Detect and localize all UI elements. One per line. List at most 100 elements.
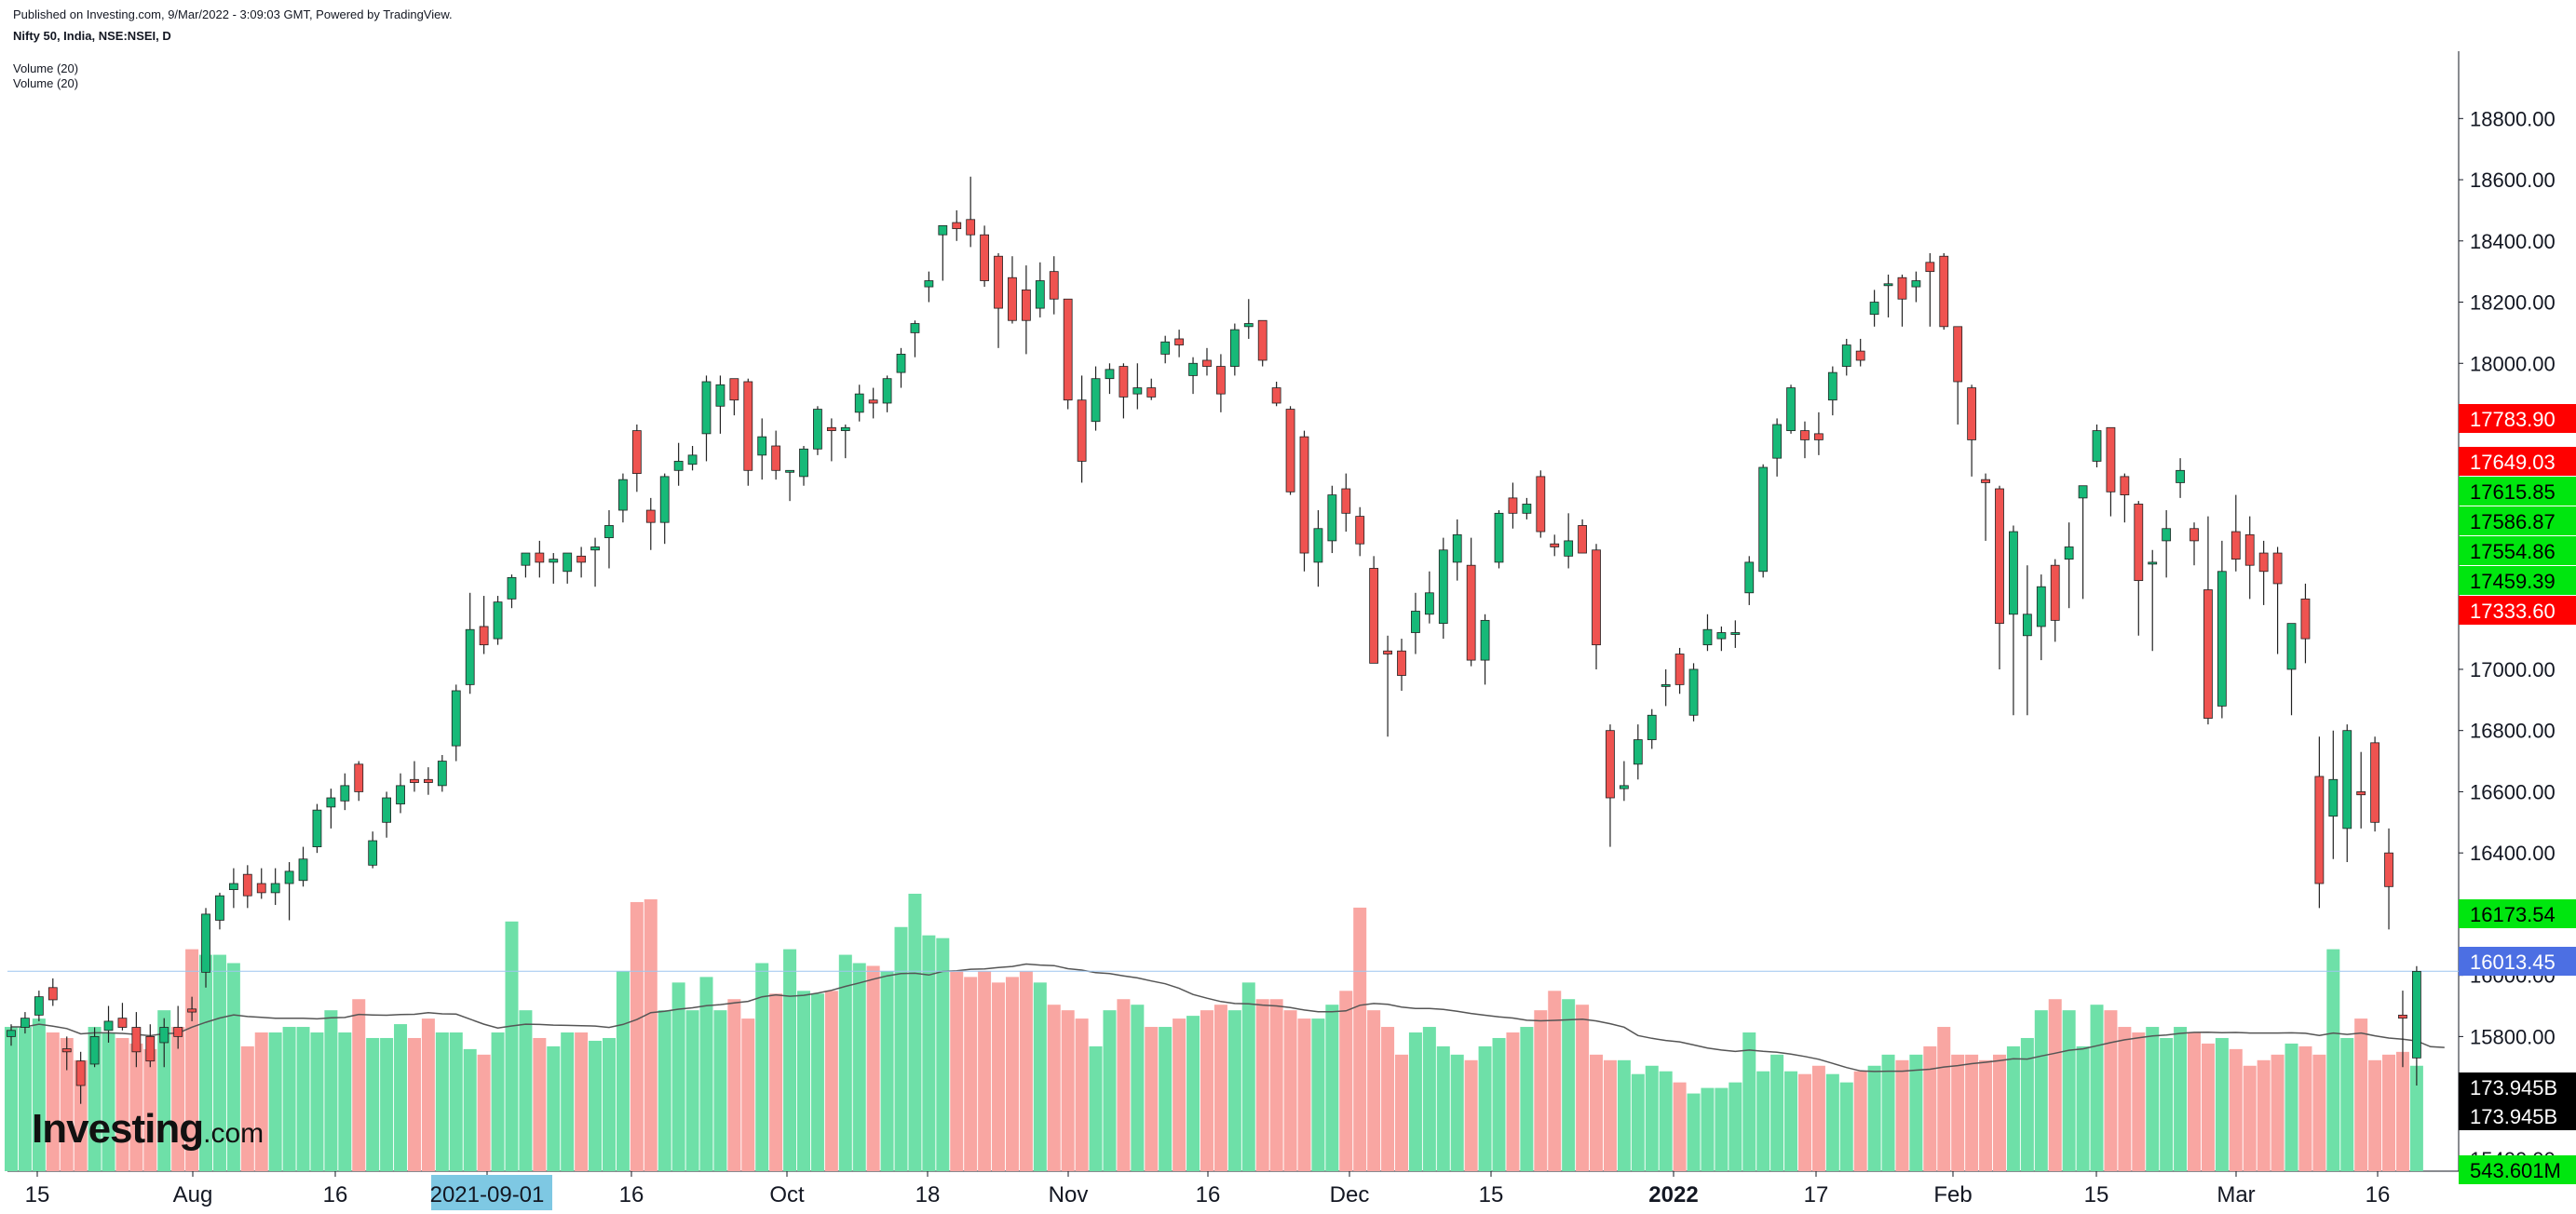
candle-body[interactable] (1925, 262, 1935, 273)
candle-body[interactable] (1452, 533, 1462, 563)
candle-body[interactable] (645, 509, 656, 523)
candle-body[interactable] (1772, 424, 1783, 459)
candle-body[interactable] (2356, 791, 2366, 796)
candle-body[interactable] (1008, 277, 1017, 321)
candle-body[interactable] (382, 797, 392, 823)
candle-body[interactable] (535, 552, 545, 563)
candle-body[interactable] (1049, 271, 1059, 300)
candle-body[interactable] (1883, 283, 1893, 287)
candle-body[interactable] (1494, 512, 1504, 563)
candle-body[interactable] (1953, 326, 1963, 383)
candle-body[interactable] (1619, 785, 1629, 789)
candle-body[interactable] (479, 626, 489, 646)
candle-body[interactable] (2022, 614, 2032, 637)
candle-body[interactable] (1967, 387, 1977, 440)
candle-body[interactable] (521, 552, 531, 566)
candle-body[interactable] (785, 469, 794, 473)
candle-body[interactable] (1229, 329, 1240, 367)
candle-body[interactable] (1091, 378, 1101, 423)
candle-body[interactable] (1522, 504, 1532, 514)
candle-body[interactable] (826, 426, 836, 431)
candle-body[interactable] (2134, 504, 2144, 582)
candle-body[interactable] (2300, 598, 2311, 640)
candle-body[interactable] (326, 797, 336, 808)
candle-body[interactable] (1202, 359, 1212, 367)
candle-body[interactable] (618, 479, 628, 511)
candle-body[interactable] (340, 785, 350, 802)
candle-body[interactable] (1758, 466, 1769, 573)
candle-body[interactable] (451, 690, 461, 747)
candle-body[interactable] (1313, 528, 1323, 563)
candle-body[interactable] (868, 399, 878, 404)
candle-body[interactable] (673, 461, 684, 471)
candle-body[interactable] (1327, 494, 1337, 542)
candle-body[interactable] (1383, 650, 1392, 654)
candle-body[interactable] (2050, 564, 2060, 621)
candle-body[interactable] (2036, 586, 2046, 627)
candle-body[interactable] (1105, 369, 1115, 380)
candle-body[interactable] (2092, 430, 2102, 462)
candle-body[interactable] (1730, 632, 1741, 635)
candle-body[interactable] (2314, 776, 2325, 884)
candle-body[interactable] (1841, 344, 1851, 367)
candle-body[interactable] (2009, 531, 2018, 615)
volume-indicator-label[interactable]: Volume (20) (13, 76, 79, 90)
candle-body[interactable] (215, 895, 224, 921)
candle-body[interactable] (465, 628, 475, 685)
candle-body[interactable] (1257, 319, 1268, 361)
candle-body[interactable] (994, 255, 1003, 309)
candle-body[interactable] (1550, 543, 1560, 547)
candle-body[interactable] (813, 409, 822, 450)
candle-body[interactable] (1633, 739, 1643, 765)
candle-body[interactable] (1132, 387, 1143, 395)
candle-body[interactable] (1146, 387, 1157, 398)
candle-body[interactable] (423, 778, 433, 783)
candle-body[interactable] (354, 763, 364, 792)
candle-body[interactable] (2286, 623, 2297, 670)
candle-body[interactable] (659, 476, 670, 523)
candle-body[interactable] (799, 448, 808, 478)
candle-body[interactable] (1647, 714, 1657, 740)
candle-body[interactable] (1188, 362, 1198, 376)
candle-body[interactable] (1216, 366, 1226, 395)
candle-body[interactable] (1716, 632, 1727, 640)
candle-body[interactable] (131, 1027, 142, 1053)
candle-body[interactable] (2258, 552, 2269, 573)
candle-body[interactable] (493, 601, 503, 640)
candle-body[interactable] (1397, 650, 1406, 676)
candle-body[interactable] (854, 393, 864, 413)
candle-body[interactable] (2064, 546, 2074, 560)
candle-body[interactable] (1355, 516, 1365, 545)
candle-body[interactable] (1160, 341, 1171, 355)
candle-body[interactable] (145, 1035, 156, 1062)
candle-body[interactable] (2230, 531, 2241, 560)
candle-body[interactable] (173, 1027, 183, 1037)
candle-body[interactable] (1981, 479, 1990, 483)
candle-body[interactable] (2203, 589, 2213, 719)
candle-body[interactable] (1564, 540, 1574, 557)
candle-body[interactable] (1299, 436, 1309, 554)
candle-body[interactable] (1119, 366, 1129, 398)
candle-body[interactable] (563, 552, 573, 573)
candle-body[interactable] (187, 1008, 197, 1013)
candle-body[interactable] (1661, 683, 1671, 687)
candle-body[interactable] (1508, 497, 1518, 514)
candle-body[interactable] (1035, 280, 1045, 309)
candle-body[interactable] (687, 454, 698, 465)
candle-body[interactable] (47, 987, 58, 1001)
candle-body[interactable] (242, 873, 252, 897)
candle-body[interactable] (61, 1048, 72, 1053)
candle-body[interactable] (2148, 561, 2158, 565)
candle-body[interactable] (1063, 298, 1073, 401)
candle-body[interactable] (966, 219, 976, 236)
candle-body[interactable] (1897, 277, 1907, 300)
candle-body[interactable] (549, 559, 559, 563)
candle-body[interactable] (7, 1030, 16, 1037)
candle-body[interactable] (312, 809, 322, 847)
candle-body[interactable] (1438, 549, 1448, 625)
candle-body[interactable] (882, 378, 892, 404)
candle-body[interactable] (1077, 399, 1087, 462)
candle-body[interactable] (1800, 430, 1810, 440)
candle-body[interactable] (228, 883, 238, 891)
candle-body[interactable] (507, 576, 517, 600)
